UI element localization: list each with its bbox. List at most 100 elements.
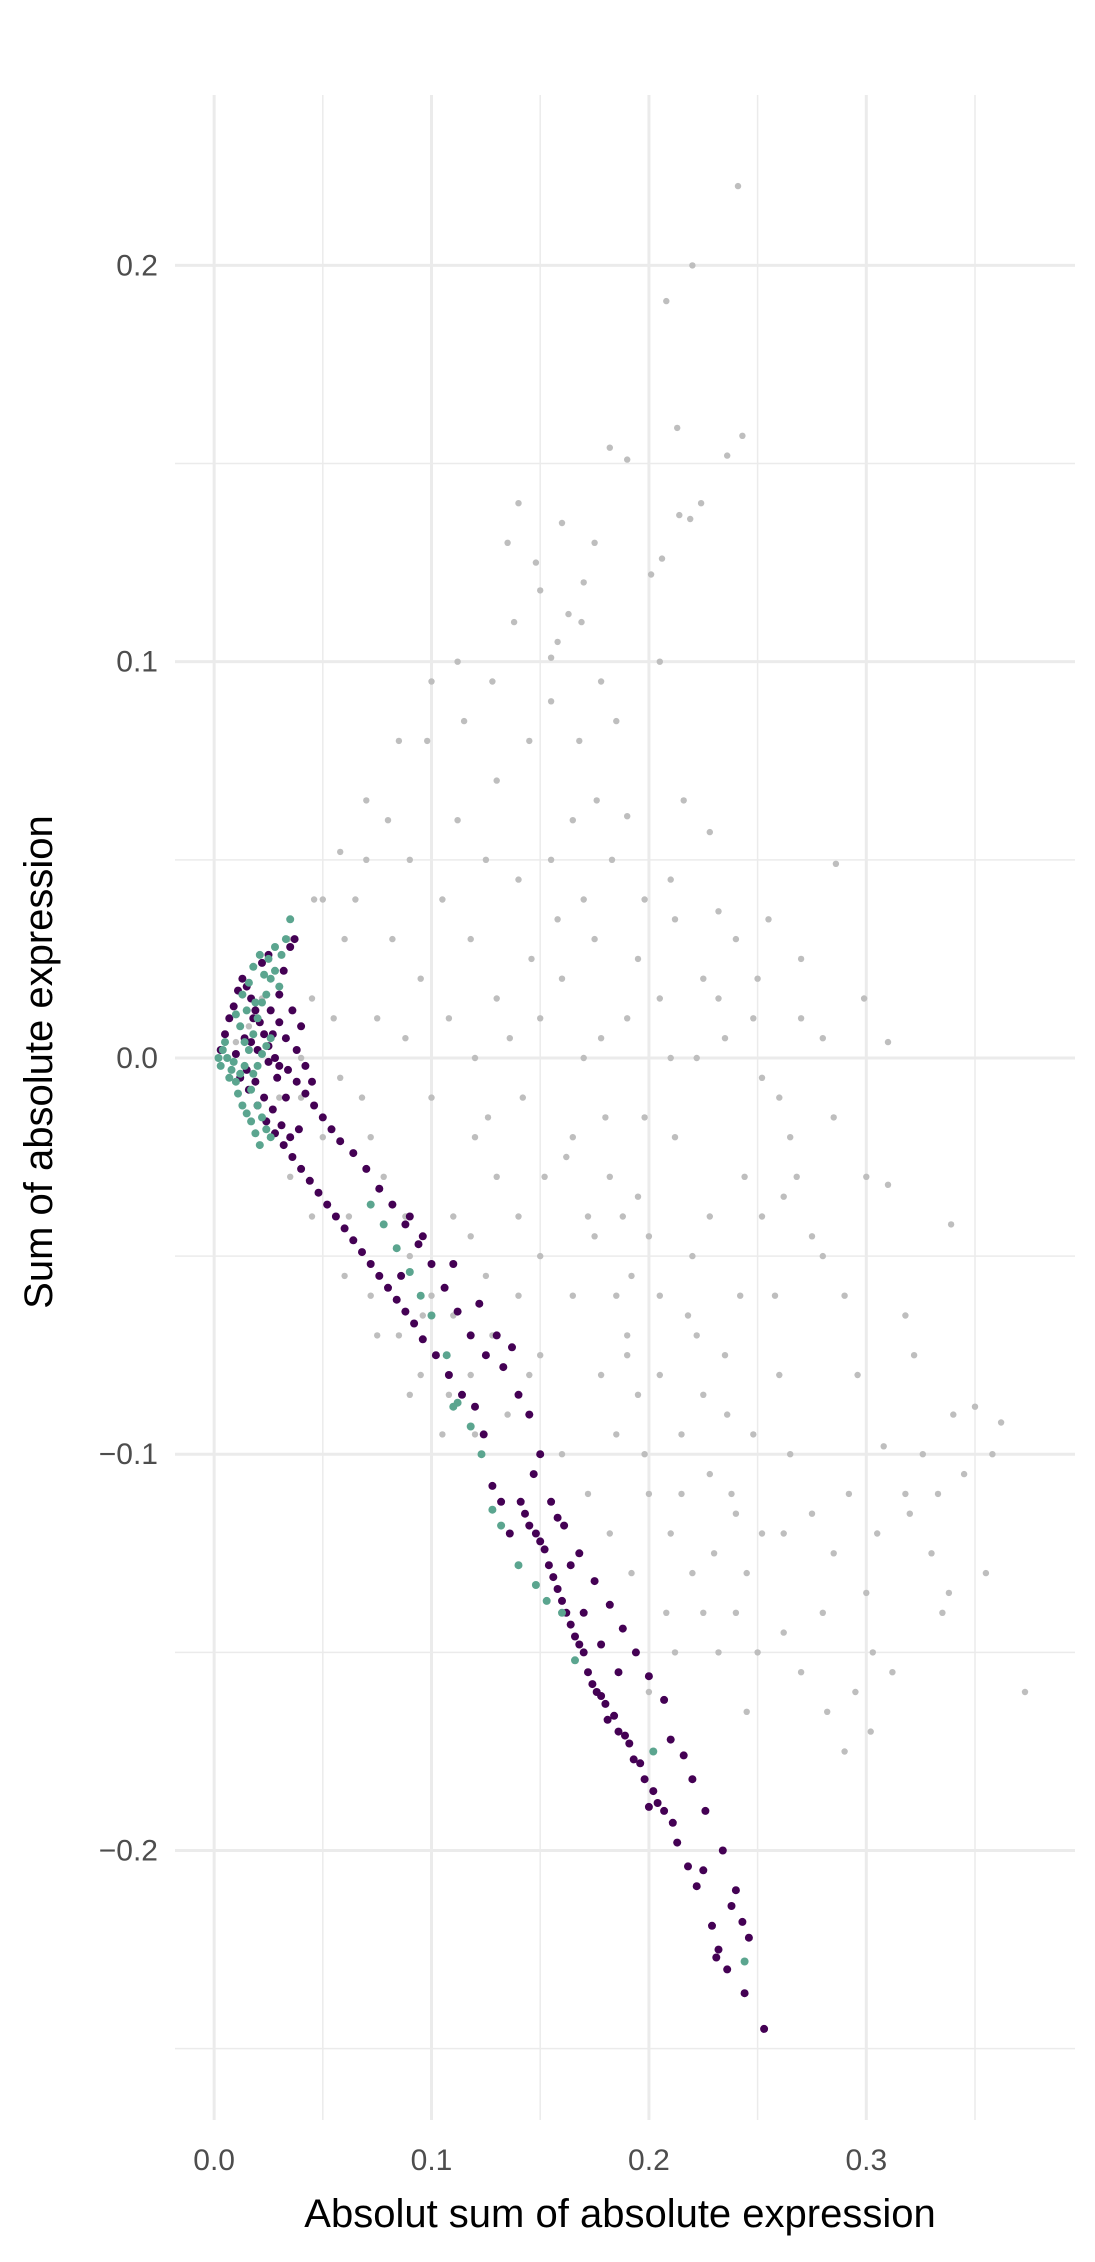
data-point [860,995,868,1002]
data-point [863,1173,870,1181]
data-point [218,1046,227,1054]
data-point [497,1497,506,1506]
data-point [458,1390,466,1399]
data-point [566,1561,575,1570]
data-point [345,1213,353,1220]
data-point [258,998,266,1007]
data-point [743,1569,750,1577]
data-point [221,1030,229,1039]
data-point [337,1074,344,1082]
data-point [401,1220,410,1229]
data-point [401,1307,410,1316]
data-point [906,1510,913,1517]
data-point [255,950,264,959]
data-point [692,1882,701,1891]
data-point [384,1283,392,1292]
data-point [521,1509,529,1518]
data-point [247,1038,256,1047]
data-point [405,1268,414,1276]
data-point [440,1283,449,1292]
data-point [450,1213,457,1220]
data-point [244,978,253,987]
data-point [584,1490,592,1498]
data-point [349,1236,358,1245]
data-point [706,828,713,836]
data-point [656,995,663,1002]
data-point [238,1101,247,1110]
data-point [405,1212,414,1221]
data-point [710,1550,718,1557]
data-point [934,1490,942,1498]
data-point [482,1272,490,1280]
data-point [308,1213,316,1220]
data-point [566,1620,575,1629]
data-point [540,1545,549,1554]
data-point [629,1755,638,1764]
data-point [427,1260,436,1268]
data-point [571,1656,579,1665]
data-point [624,1352,631,1359]
data-point [727,1902,736,1910]
data-point [234,1089,242,1098]
data-point [614,1727,623,1736]
data-point [758,1213,766,1220]
data-point [505,1529,514,1538]
y-tick-label: 0.0 [116,1042,158,1075]
data-point [618,1624,627,1633]
data-point [297,1022,306,1031]
data-point [258,1050,266,1058]
data-point [854,1371,861,1379]
data-point [536,1537,545,1546]
data-point [680,797,687,804]
data-point [271,943,279,951]
data-point [780,1193,787,1200]
data-point [249,962,258,971]
grid-minor [175,95,1075,2120]
data-point [558,519,566,527]
data-point [700,1391,707,1399]
data-point [776,1371,783,1379]
data-point [536,1450,545,1459]
data-point [392,1295,401,1304]
data-point [765,916,772,923]
data-point [238,990,247,999]
data-point [358,1094,366,1101]
data-point [708,1921,716,1930]
data-point [724,1411,731,1418]
data-point [526,737,533,745]
data-point [553,1585,562,1593]
data-point [508,1343,516,1352]
data-point [504,539,511,546]
data-point [449,1402,458,1411]
data-point [286,943,295,951]
data-point [732,1609,740,1617]
data-point [231,1077,240,1086]
data-point [982,1569,990,1577]
data-point [417,1371,424,1379]
data-point [231,1010,240,1019]
data-point [255,1141,264,1150]
data-point [249,1069,258,1078]
data-point [697,500,705,507]
data-point [214,1054,223,1062]
data-point [242,1109,251,1118]
y-tick-label: −0.2 [99,1835,158,1868]
data-point [565,610,572,618]
data-point [671,1649,679,1656]
data-point [537,1252,544,1260]
data-point [542,1596,551,1605]
data-point [841,1292,848,1299]
data-point [526,1371,533,1379]
data-point [395,737,403,745]
data-point [449,1260,458,1268]
data-point [700,975,707,982]
data-point [714,1945,723,1954]
data-point [649,1747,658,1756]
data-point [852,1688,859,1696]
data-point [366,1260,375,1268]
data-point [606,1530,613,1537]
data-point [249,1030,258,1039]
data-point [525,1521,534,1530]
data-point [231,1050,240,1058]
